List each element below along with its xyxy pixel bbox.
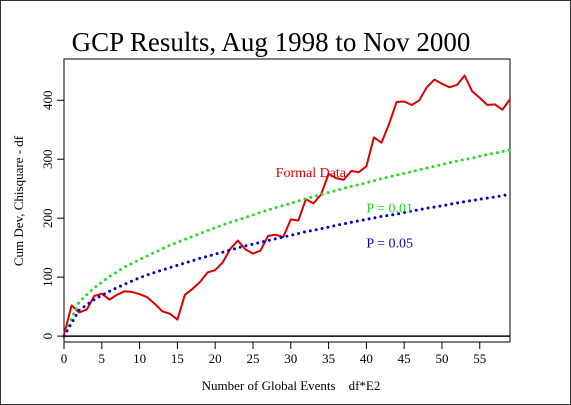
- x-tick-label: 50: [435, 351, 448, 366]
- plot-area: [63, 58, 511, 343]
- y-tick-label: 100: [40, 267, 55, 287]
- annotation-layer: Formal Data P = 0.01 P = 0.05: [276, 166, 413, 252]
- x-tick-label: 25: [246, 351, 259, 366]
- x-tick-label: 20: [209, 351, 222, 366]
- x-tick-label: 15: [171, 351, 184, 366]
- y-tick-label: 0: [40, 333, 55, 340]
- x-tick-label: 35: [322, 351, 335, 366]
- x-tick-label: 0: [61, 351, 68, 366]
- chart-title: GCP Results, Aug 1998 to Nov 2000: [72, 27, 471, 57]
- x-tick-label: 30: [284, 351, 297, 366]
- series-annotation-2: P = 0.05: [366, 237, 413, 252]
- x-tick-label: 10: [133, 351, 146, 366]
- x-tick-label: 45: [398, 351, 411, 366]
- x-tick-label: 5: [99, 351, 106, 366]
- series-layer: [62, 74, 512, 338]
- y-tick-label: 200: [40, 208, 55, 228]
- series-annotation-0: Formal Data: [276, 166, 347, 181]
- x-tick-label: 55: [473, 351, 486, 366]
- series-annotation-1: P = 0.01: [366, 201, 413, 216]
- x-axis-label: Number of Global Events df*E2: [202, 378, 381, 393]
- x-tick-label: 40: [360, 351, 373, 366]
- axes-layer: 0 5 10 15 20 25 30 35 40 45 50 55 0 100 200 300 400: [40, 91, 510, 366]
- y-tick-label: 400: [40, 91, 55, 111]
- y-tick-label: 300: [40, 149, 55, 169]
- y-axis-label: Cum Dev, Chisquare - df: [11, 135, 26, 266]
- formal-data-line: [63, 74, 511, 336]
